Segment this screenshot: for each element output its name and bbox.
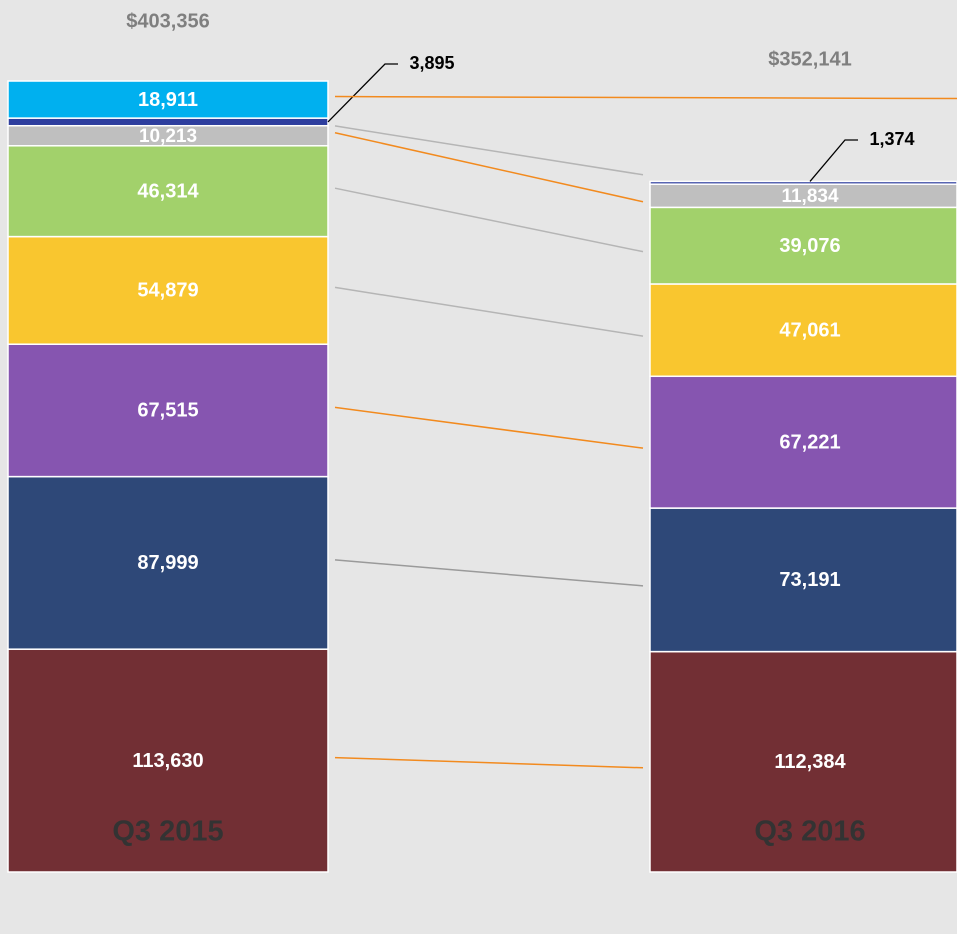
data-label: 87,999: [137, 552, 198, 574]
bar-segment: [7, 80, 329, 119]
category-label: Q3 2016: [754, 816, 865, 848]
data-label: 47,061: [779, 319, 840, 341]
data-label: 11,834: [781, 186, 838, 207]
connector-line: [334, 286, 644, 337]
callout-line: [327, 63, 398, 123]
data-label: 3,895: [409, 53, 454, 73]
bar-segment: [7, 145, 329, 238]
data-label: 1,374: [869, 129, 914, 149]
bar-segment: [7, 235, 329, 345]
connector-line: [334, 95, 957, 100]
connector-line: [334, 559, 644, 587]
bar-segment: [7, 475, 329, 650]
bar-segment: [649, 206, 957, 285]
connector-line: [334, 406, 644, 449]
data-label: 39,076: [779, 235, 840, 257]
data-label: 18,911: [138, 89, 198, 111]
total-label: $403,356: [126, 10, 209, 32]
bar-segment: [7, 648, 329, 873]
callout-line: [809, 139, 858, 182]
data-label: 46,314: [137, 180, 199, 202]
bar-segment: [649, 375, 957, 509]
category-label: Q3 2015: [112, 816, 223, 848]
data-label: 67,221: [779, 431, 840, 453]
total-label: $352,141: [768, 48, 851, 70]
bar-segment: [649, 180, 957, 185]
data-label: 112,384: [774, 751, 846, 773]
connector-line: [334, 756, 644, 769]
data-label: 10,213: [139, 126, 197, 147]
bar-segment: [649, 650, 957, 873]
data-label: 113,630: [132, 750, 203, 772]
data-label: 73,191: [779, 569, 840, 591]
connector-line: [334, 187, 644, 253]
connector-line: [334, 132, 644, 203]
bar-segment: [7, 117, 329, 127]
data-label: 54,879: [137, 280, 198, 302]
bar-segment: [649, 283, 957, 378]
connector-line: [334, 125, 644, 176]
data-label: 67,515: [137, 400, 198, 422]
